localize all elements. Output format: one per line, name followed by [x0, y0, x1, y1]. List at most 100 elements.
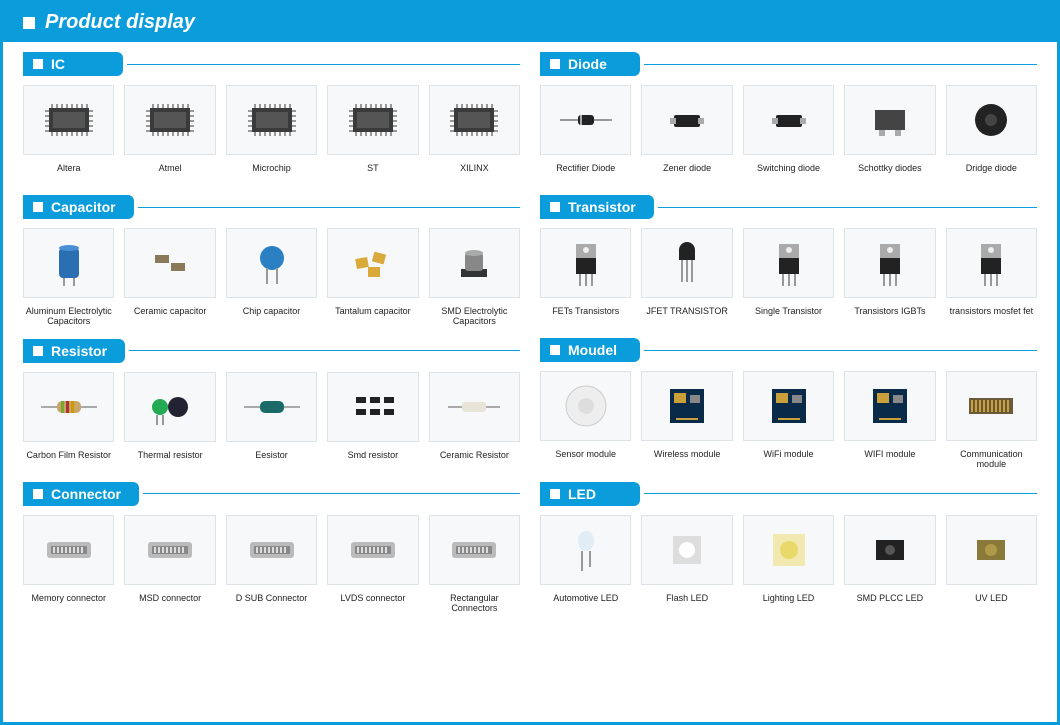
section: ICAlteraAtmelMicrochipSTXILINX [23, 52, 520, 183]
product-item: Schottky diodes [844, 85, 935, 183]
product-item: Ceramic Resistor [429, 372, 520, 470]
product-item: Lighting LED [743, 515, 834, 613]
item-row: Rectifier Diode Zener diode Switching diod… [540, 79, 1037, 183]
product-label: Flash LED [666, 593, 708, 613]
product-item: WiFi module [743, 371, 834, 470]
section-rule [127, 64, 520, 65]
product-label: Zener diode [663, 163, 711, 183]
section-rule [644, 493, 1037, 494]
section: LED Automotive LED Flash LED Lighting LED SM… [540, 482, 1037, 613]
product-item: Wireless module [641, 371, 732, 470]
section-bullet-icon [550, 345, 560, 355]
section-tab: LED [540, 482, 640, 506]
product-item: UV LED [946, 515, 1037, 613]
product-item: SMD Electrolytic Capacitors [429, 228, 520, 327]
product-label: Atmel [159, 163, 182, 183]
product-item: XILINX [429, 85, 520, 183]
section-title: Capacitor [51, 199, 116, 215]
product-thumb [429, 85, 520, 155]
section-title: Transistor [568, 199, 636, 215]
item-row: AlteraAtmelMicrochipSTXILINX [23, 79, 520, 183]
item-row: Memory connectorMSD connectorD SUB Conne… [23, 509, 520, 614]
product-label: Thermal resistor [138, 450, 203, 470]
product-item: Zener diode [641, 85, 732, 183]
product-label: Rectifier Diode [556, 163, 615, 183]
item-row: FETs TransistorsJFET TRANSISTORSingle Tr… [540, 222, 1037, 326]
section-rule [644, 350, 1037, 351]
product-thumb [641, 515, 732, 585]
product-item: Chip capacitor [226, 228, 317, 327]
section-header: Moudel [540, 338, 1037, 362]
product-label: Smd resistor [348, 450, 399, 470]
section-title: Moudel [568, 342, 617, 358]
product-label: Dridge diode [966, 163, 1017, 183]
section: Capacitor Aluminum Electrolytic Capacitor… [23, 195, 520, 327]
product-item: ST [327, 85, 418, 183]
product-thumb [226, 228, 317, 298]
product-thumb [124, 515, 215, 585]
product-label: Altera [57, 163, 81, 183]
product-item: Altera [23, 85, 114, 183]
product-thumb [844, 85, 935, 155]
product-thumb [844, 515, 935, 585]
product-item: Communication module [946, 371, 1037, 470]
product-thumb [641, 371, 732, 441]
product-thumb [226, 515, 317, 585]
item-row: Automotive LED Flash LED Lighting LED SMD P… [540, 509, 1037, 613]
page-header: Product display [3, 3, 1057, 42]
section-title: Diode [568, 56, 607, 72]
product-item: MSD connector [124, 515, 215, 614]
product-item: Aluminum Electrolytic Capacitors [23, 228, 114, 327]
product-item: D SUB Connector [226, 515, 317, 614]
product-thumb [23, 85, 114, 155]
product-item: LVDS connector [327, 515, 418, 614]
product-thumb [23, 228, 114, 298]
product-thumb [743, 371, 834, 441]
product-item: Rectifier Diode [540, 85, 631, 183]
product-thumb [429, 228, 520, 298]
header-bullet-icon [23, 17, 35, 29]
product-label: Tantalum capacitor [335, 306, 411, 326]
product-thumb [946, 228, 1037, 298]
product-thumb [641, 228, 732, 298]
product-item: Tantalum capacitor [327, 228, 418, 327]
product-thumb [124, 85, 215, 155]
product-item: Rectangular Connectors [429, 515, 520, 614]
product-item: Transistors IGBTs [844, 228, 935, 326]
product-item: Flash LED [641, 515, 732, 613]
section-tab: Diode [540, 52, 640, 76]
product-label: D SUB Connector [236, 593, 308, 613]
product-thumb [641, 85, 732, 155]
section-header: Connector [23, 482, 520, 506]
section-bullet-icon [33, 346, 43, 356]
section-tab: IC [23, 52, 123, 76]
section-tab: Moudel [540, 338, 640, 362]
product-label: Carbon Film Resistor [26, 450, 111, 470]
product-label: Aluminum Electrolytic Capacitors [23, 306, 114, 327]
section-bullet-icon [550, 202, 560, 212]
product-item: Single Transistor [743, 228, 834, 326]
section-tab: Connector [23, 482, 139, 506]
section-rule [129, 350, 520, 351]
product-item: Carbon Film Resistor [23, 372, 114, 470]
product-label: Switching diode [757, 163, 820, 183]
section-header: Transistor [540, 195, 1037, 219]
product-thumb [540, 371, 631, 441]
product-label: Schottky diodes [858, 163, 922, 183]
product-item: Ceramic capacitor [124, 228, 215, 327]
product-thumb [540, 85, 631, 155]
section-title: Resistor [51, 343, 107, 359]
section-bullet-icon [33, 489, 43, 499]
product-item: FETs Transistors [540, 228, 631, 326]
product-thumb [23, 515, 114, 585]
product-label: SMD PLCC LED [857, 593, 924, 613]
product-item: Atmel [124, 85, 215, 183]
section-header: Capacitor [23, 195, 520, 219]
product-item: Switching diode [743, 85, 834, 183]
product-thumb [429, 515, 520, 585]
product-label: WiFi module [764, 449, 814, 469]
product-label: Automotive LED [553, 593, 618, 613]
product-label: Chip capacitor [243, 306, 301, 326]
product-item: Smd resistor [327, 372, 418, 470]
product-label: Ceramic Resistor [440, 450, 509, 470]
